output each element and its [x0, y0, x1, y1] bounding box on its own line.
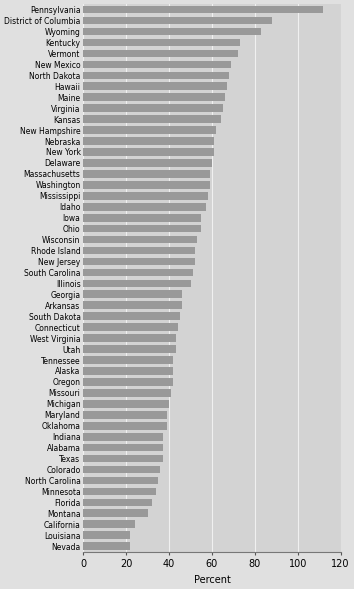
Bar: [83, 302, 182, 309]
Bar: [83, 148, 214, 156]
Bar: [83, 192, 208, 200]
Bar: [83, 225, 201, 233]
Bar: [83, 159, 212, 167]
Bar: [83, 247, 195, 254]
X-axis label: Percent: Percent: [194, 575, 230, 585]
Bar: [83, 466, 160, 474]
Bar: [83, 422, 167, 429]
Bar: [83, 290, 182, 298]
Bar: [83, 181, 210, 188]
Bar: [83, 115, 221, 123]
Bar: [83, 498, 152, 506]
Bar: [83, 170, 210, 178]
Bar: [83, 477, 158, 484]
Bar: [83, 39, 240, 47]
Bar: [83, 378, 173, 386]
Bar: [83, 6, 324, 14]
Bar: [83, 542, 131, 550]
Bar: [83, 104, 223, 112]
Bar: [83, 203, 206, 210]
Bar: [83, 236, 197, 243]
Bar: [83, 214, 201, 221]
Bar: [83, 71, 229, 79]
Bar: [83, 94, 225, 101]
Bar: [83, 433, 162, 441]
Bar: [83, 444, 162, 451]
Bar: [83, 82, 227, 90]
Bar: [83, 411, 167, 419]
Bar: [83, 280, 190, 287]
Bar: [83, 323, 178, 331]
Bar: [83, 269, 193, 276]
Bar: [83, 28, 261, 35]
Bar: [83, 126, 216, 134]
Bar: [83, 367, 173, 375]
Bar: [83, 312, 180, 320]
Bar: [83, 49, 238, 57]
Bar: [83, 335, 176, 342]
Bar: [83, 61, 231, 68]
Bar: [83, 257, 195, 265]
Bar: [83, 16, 272, 24]
Bar: [83, 389, 171, 397]
Bar: [83, 521, 135, 528]
Bar: [83, 345, 176, 353]
Bar: [83, 137, 214, 145]
Bar: [83, 488, 156, 495]
Bar: [83, 509, 148, 517]
Bar: [83, 531, 131, 539]
Bar: [83, 356, 173, 364]
Bar: [83, 400, 169, 408]
Bar: [83, 455, 162, 462]
